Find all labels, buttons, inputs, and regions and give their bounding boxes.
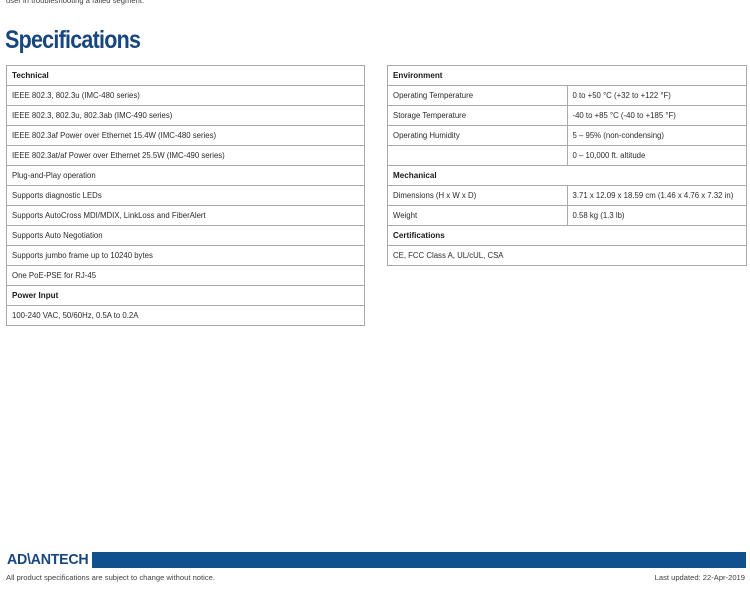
table-row: Supports jumbo frame up to 10240 bytes — [6, 245, 365, 266]
footer-last-updated: Last updated: 22-Apr-2019 — [654, 573, 745, 582]
row-label: IEEE 802.3, 802.3u (IMC-480 series) — [6, 85, 365, 106]
row-value: 0 to +50 °C (+32 to +122 °F) — [566, 85, 747, 106]
row-label: IEEE 802.3at/af Power over Ethernet 25.5… — [6, 145, 365, 166]
table-row: IEEE 802.3, 802.3u, 802.3ab (IMC-490 ser… — [6, 105, 365, 126]
row-value: 0 – 10,000 ft. altitude — [566, 145, 747, 166]
row-label: IEEE 802.3af Power over Ethernet 15.4W (… — [6, 125, 365, 146]
row-label: Supports Auto Negotiation — [6, 225, 365, 246]
table-row: Operating Humidity 5 – 95% (non-condensin… — [387, 125, 747, 146]
table-row: Plug-and-Play operation — [6, 165, 365, 186]
table-row: IEEE 802.3at/af Power over Ethernet 25.5… — [6, 145, 365, 166]
table-row: Environment — [387, 65, 747, 86]
table-row: Storage Temperature -40 to +85 °C (-40 to… — [387, 105, 747, 126]
continued-paragraph: user in troubleshooting a failed segment… — [6, 0, 145, 5]
table-row: Supports diagnostic LEDs — [6, 185, 365, 206]
table-row: Mechanical — [387, 165, 747, 186]
table-row: Supports AutoCross MDI/MDIX, LinkLoss an… — [6, 205, 365, 226]
table-row: Technical — [6, 65, 365, 86]
row-label: Supports jumbo frame up to 10240 bytes — [6, 245, 365, 266]
row-label: Dimensions (H x W x D) — [387, 185, 568, 206]
row-label: CE, FCC Class A, UL/cUL, CSA — [387, 245, 747, 266]
group-header: Technical — [6, 65, 365, 86]
table-row: Certifications — [387, 225, 747, 246]
row-label — [387, 145, 568, 166]
row-label: One PoE-PSE for RJ-45 — [6, 265, 365, 286]
advantech-logo: AD\ANTECH — [7, 551, 89, 568]
row-value: -40 to +85 °C (-40 to +185 °F) — [566, 105, 747, 126]
table-row: CE, FCC Class A, UL/cUL, CSA — [387, 245, 747, 266]
row-label: Storage Temperature — [387, 105, 568, 126]
table-row: 100-240 VAC, 50/60Hz, 0.5A to 0.2A — [6, 305, 365, 326]
page-title: Specifications — [5, 26, 141, 54]
row-label: Operating Humidity — [387, 125, 568, 146]
table-row: Supports Auto Negotiation — [6, 225, 365, 246]
table-row: Power Input — [6, 285, 365, 306]
row-label: Plug-and-Play operation — [6, 165, 365, 186]
row-value: 0.58 kg (1.3 lb) — [566, 205, 747, 226]
table-row: Operating Temperature 0 to +50 °C (+32 to… — [387, 85, 747, 106]
table-row: Weight 0.58 kg (1.3 lb) — [387, 205, 747, 226]
row-value: 5 – 95% (non-condensing) — [566, 125, 747, 146]
row-label: IEEE 802.3, 802.3u, 802.3ab (IMC-490 ser… — [6, 105, 365, 126]
row-value: 3.71 x 12.09 x 18.59 cm (1.46 x 4.76 x 7… — [566, 185, 747, 206]
left-table-body: Technical IEEE 802.3, 802.3u (IMC-480 ser… — [6, 65, 365, 326]
group-header: Certifications — [387, 225, 747, 246]
row-label: Weight — [387, 205, 568, 226]
row-label: 100-240 VAC, 50/60Hz, 0.5A to 0.2A — [6, 305, 365, 326]
group-header: Mechanical — [387, 165, 747, 186]
table-row: IEEE 802.3, 802.3u (IMC-480 series) — [6, 85, 365, 106]
row-label: Operating Temperature — [387, 85, 568, 106]
group-header: Power Input — [6, 285, 365, 306]
footer-disclaimer: All product specifications are subject t… — [6, 573, 215, 582]
row-label: Supports AutoCross MDI/MDIX, LinkLoss an… — [6, 205, 365, 226]
table-row: One PoE-PSE for RJ-45 — [6, 265, 365, 286]
footer-brand-bar — [92, 552, 746, 568]
environment-specifications-table: Environment Operating Temperature 0 to +50… — [387, 65, 747, 266]
table-row: Dimensions (H x W x D) 3.71 x 12.09 x 18.… — [387, 185, 747, 206]
right-table-body: Environment Operating Temperature 0 to +50… — [387, 65, 747, 266]
group-header: Environment — [387, 65, 747, 86]
technical-specifications-table: Technical IEEE 802.3, 802.3u (IMC-480 ser… — [6, 65, 365, 326]
row-label: Supports diagnostic LEDs — [6, 185, 365, 206]
table-row: IEEE 802.3af Power over Ethernet 15.4W (… — [6, 125, 365, 146]
table-row: 0 – 10,000 ft. altitude — [387, 145, 747, 166]
